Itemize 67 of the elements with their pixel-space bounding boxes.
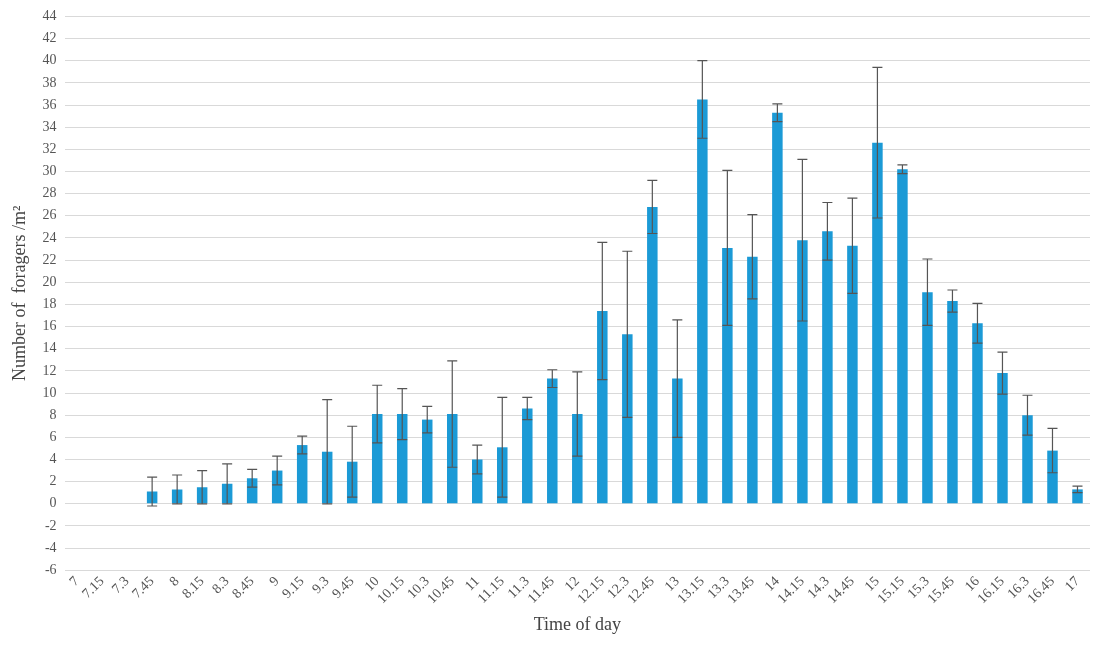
bar xyxy=(947,301,958,504)
x-tick-label: 14 xyxy=(761,573,783,594)
bar xyxy=(672,378,683,504)
y-tick-label: 8 xyxy=(49,406,57,422)
y-axis-title: Number of foragers /m² xyxy=(8,205,29,381)
y-tick-label: 0 xyxy=(49,495,57,511)
bar xyxy=(1047,450,1058,504)
bar xyxy=(396,414,408,504)
bar xyxy=(697,99,708,504)
bar xyxy=(447,414,458,504)
bar xyxy=(421,419,433,504)
bar xyxy=(597,311,608,504)
y-tick-label: 14 xyxy=(42,340,57,356)
bar xyxy=(472,459,483,504)
bar xyxy=(997,373,1008,504)
bar xyxy=(847,245,858,504)
x-tick-label: 15 xyxy=(861,573,883,594)
y-tick-label: -6 xyxy=(44,561,57,577)
y-tick-label: 34 xyxy=(42,118,57,134)
y-tick-label: -2 xyxy=(44,517,57,533)
y-tick-label: 28 xyxy=(42,185,57,201)
x-tick-label: 9.3 xyxy=(308,573,332,597)
y-tick-label: 6 xyxy=(49,429,57,444)
bar xyxy=(1022,415,1033,504)
bar xyxy=(622,334,633,504)
y-tick-label: 36 xyxy=(42,96,57,112)
x-tick-label: 13 xyxy=(661,573,683,594)
bar xyxy=(371,414,383,504)
x-tick-label: 11 xyxy=(461,573,482,594)
bar xyxy=(296,445,308,504)
bar xyxy=(972,323,983,504)
bar xyxy=(872,142,883,504)
bar xyxy=(747,256,758,504)
y-tick-label: 30 xyxy=(42,163,57,179)
bar xyxy=(772,112,783,504)
x-tick-label: 9.45 xyxy=(329,573,357,602)
x-tick-label: 12 xyxy=(561,573,583,594)
bar xyxy=(1072,489,1083,504)
y-tick-label: 42 xyxy=(42,30,57,46)
y-tick-label: 2 xyxy=(49,473,57,489)
bar xyxy=(522,408,533,504)
y-tick-label: 12 xyxy=(42,362,57,378)
y-tick-label: 18 xyxy=(42,296,57,312)
y-tick-label: 26 xyxy=(42,207,57,223)
bar xyxy=(797,240,808,504)
bar xyxy=(922,292,933,504)
x-tick-label: 16 xyxy=(961,573,983,594)
x-axis-title: Time of day xyxy=(533,613,621,634)
bar xyxy=(572,414,583,504)
y-tick-label: -4 xyxy=(44,539,57,555)
y-tick-label: 38 xyxy=(42,74,57,90)
x-tick-label: 17 xyxy=(1061,573,1083,594)
bar xyxy=(897,169,908,504)
y-tick-label: 20 xyxy=(42,273,57,289)
y-tick-label: 22 xyxy=(42,251,57,267)
y-tick-label: 44 xyxy=(42,8,57,24)
y-tick-label: 4 xyxy=(49,451,57,467)
y-tick-label: 24 xyxy=(42,229,57,245)
y-tick-label: 16 xyxy=(42,318,57,334)
x-tick-label: 10 xyxy=(361,573,382,594)
y-tick-label: 10 xyxy=(42,384,57,400)
bar xyxy=(722,247,733,504)
bar xyxy=(822,231,833,504)
bar xyxy=(547,378,558,504)
bar xyxy=(647,206,658,504)
y-tick-label: 40 xyxy=(42,52,57,68)
y-tick-label: 32 xyxy=(42,141,57,156)
